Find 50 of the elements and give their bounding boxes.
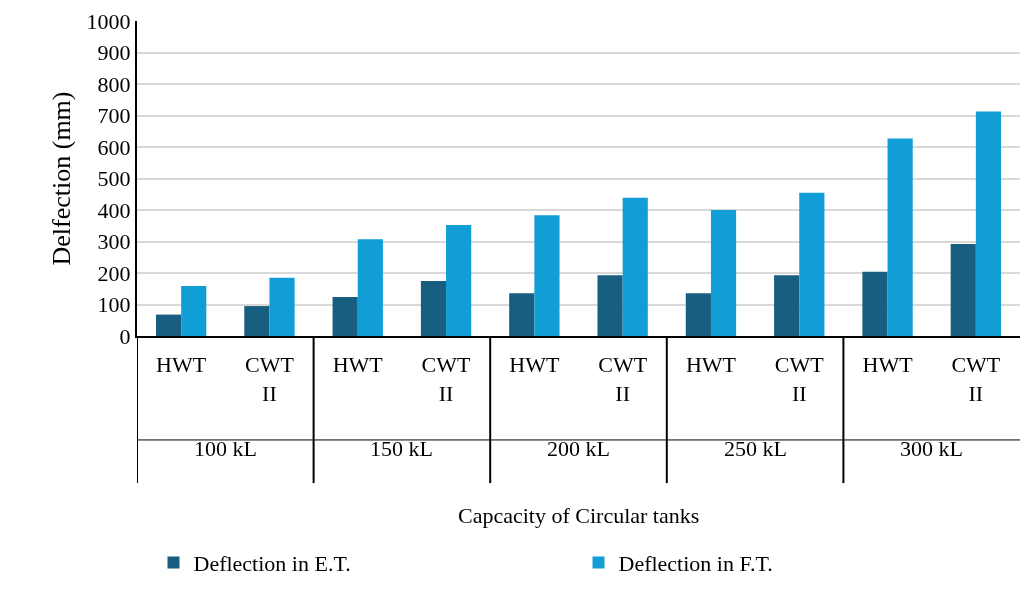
y-tick-label: 300 <box>97 229 131 255</box>
x-tick-label: CWT II <box>774 352 825 406</box>
y-tick-label: 700 <box>97 103 131 129</box>
text: 200 kL <box>547 436 610 461</box>
y-tick-label: 1000 <box>86 8 131 34</box>
y-tick-label: 400 <box>97 197 131 223</box>
x-tick-label: CWT II <box>598 352 648 406</box>
bar <box>332 296 358 336</box>
text: 100 kL <box>194 436 257 461</box>
text: 300 kL <box>900 436 963 461</box>
bar <box>685 293 711 336</box>
x-tick-label: HWT <box>332 352 384 378</box>
bar <box>597 275 623 336</box>
bar <box>710 210 737 336</box>
bar <box>269 277 295 336</box>
y-tick-label: 200 <box>97 260 131 286</box>
bar <box>155 314 182 336</box>
bar <box>622 197 648 336</box>
x-tick-label: HWT <box>156 352 207 378</box>
x-tick-label: HWT <box>509 352 560 378</box>
y-tick-label: 800 <box>97 71 131 97</box>
x-tick-label: CWT II <box>245 352 295 406</box>
x-axis-title: Capcacity of Circular tanks <box>458 503 700 528</box>
y-tick-label: 100 <box>97 292 131 318</box>
x-tick-label: CWT II <box>421 352 472 406</box>
text: 150 kL <box>370 436 433 461</box>
bar <box>446 225 472 336</box>
bar <box>887 138 913 336</box>
text: 250 kL <box>724 436 787 461</box>
y-tick-label: 500 <box>97 166 131 192</box>
x-tick-label: HWT <box>685 352 737 378</box>
bar <box>420 280 447 336</box>
bar <box>799 192 825 336</box>
bar <box>950 244 976 336</box>
y-tick-label: 600 <box>97 134 131 160</box>
x-tick-label: HWT <box>862 352 914 378</box>
x-tick-label: CWT II <box>951 352 1001 406</box>
bar <box>774 275 800 336</box>
legend-label: Deflection in F.T. <box>618 551 773 577</box>
bar <box>509 293 535 336</box>
y-tick-label: 0 <box>119 323 131 349</box>
bar <box>357 239 383 336</box>
y-tick-label: 900 <box>97 40 131 66</box>
legend-label: Deflection in E.T. <box>193 551 351 577</box>
bar <box>534 215 560 336</box>
bar <box>975 111 1002 336</box>
bar <box>244 306 270 336</box>
bar <box>862 271 888 336</box>
y-axis-title: Delfection (mm) <box>47 91 77 266</box>
bar <box>181 285 207 336</box>
